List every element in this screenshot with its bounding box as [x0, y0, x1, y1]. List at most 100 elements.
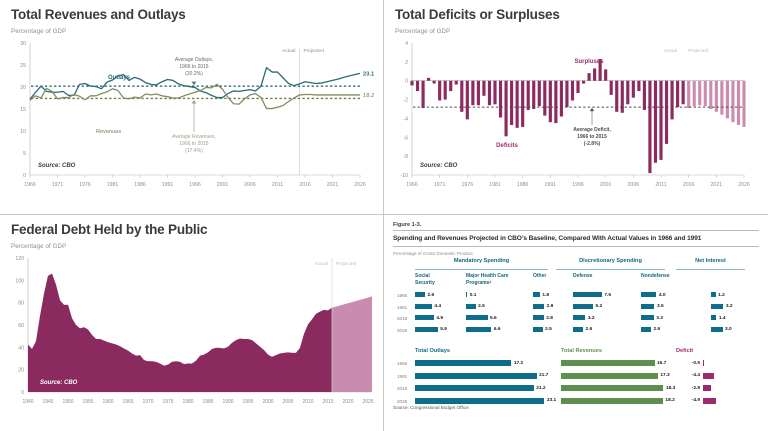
bar-value-label: 3.3	[656, 315, 663, 321]
annotation-arrow-outlays	[191, 81, 197, 86]
y-tick-label: 15	[20, 107, 26, 113]
y-tick-label: 5	[23, 151, 26, 157]
bar	[709, 80, 713, 109]
bar-value-label: 4.0	[658, 292, 666, 298]
x-tick-label: 1981	[107, 182, 119, 188]
bar	[432, 80, 436, 84]
bar-total-revenues-1991	[561, 372, 658, 379]
bar-total-outlays-1966	[415, 360, 512, 366]
total-outlays-value: 23.1	[546, 398, 557, 404]
x-tick-label: 1945	[42, 399, 53, 405]
figure-source: Source: Congressional Budget Office.	[393, 405, 470, 410]
bar-value-label: 3.2	[587, 315, 595, 321]
bar	[570, 80, 575, 101]
bar-total-revenues-2016	[561, 385, 664, 391]
deficit-value: -0.5	[691, 360, 700, 366]
bar-nondefense-2016	[641, 315, 654, 320]
y-tick-label: 4	[405, 41, 408, 47]
y-tick-label: 20	[20, 85, 26, 91]
panel-federal-debt-held-by-the-public: Federal Debt Held by the Public Percenta…	[0, 215, 384, 431]
figure-headline: Spending and Revenues Projected in CBO’s…	[393, 235, 702, 242]
bar	[598, 59, 602, 81]
panel-title-deficits: Total Deficits or Surpluses	[395, 7, 560, 22]
y-tick-label: 30	[20, 41, 26, 47]
bar	[593, 68, 597, 81]
x-tick-label: 2016	[683, 182, 695, 188]
series-label-outlays: Outlays	[108, 75, 131, 81]
bar-other-2016	[533, 315, 544, 320]
actual-label: Actual	[315, 261, 328, 267]
x-tick-label: 1991	[545, 182, 557, 188]
row-year-label: 2016	[397, 316, 408, 321]
annotation-avg-revenues: Average Revenues,	[172, 134, 216, 140]
bar	[731, 80, 735, 123]
bar-value-label: 2.6	[427, 292, 435, 298]
totals-row-year-label: 1991	[397, 373, 408, 379]
end-value-outlays: 23.1	[363, 71, 375, 77]
bar	[559, 80, 563, 117]
bar	[471, 80, 475, 106]
totals-header-deficit: Deficit	[676, 348, 694, 354]
figure-number: Figure 1-3.	[393, 222, 422, 228]
bar	[581, 80, 586, 84]
x-tick-label: 1981	[489, 182, 501, 188]
bar-total-outlays-1991	[415, 372, 537, 379]
bar	[515, 80, 519, 128]
bar-major-health-care-programs--1991	[466, 303, 476, 309]
x-tick-label: 1976	[462, 182, 474, 188]
actual-label: Actual	[282, 48, 295, 54]
total-revenues-value: 17.3	[660, 373, 670, 379]
x-tick-label: 2005	[282, 399, 293, 405]
y-tick-label: -10	[401, 173, 409, 179]
y-tick-label: 100	[15, 278, 24, 284]
column-header-3: Defense	[573, 273, 593, 279]
bar-value-label: 5.6	[490, 315, 497, 321]
bar	[438, 80, 442, 101]
bar	[714, 80, 718, 112]
group-rule-1	[556, 269, 665, 270]
bar-other-1991	[533, 303, 545, 309]
bar	[510, 80, 514, 126]
bar	[454, 80, 458, 85]
bar-total-revenues-1966	[561, 360, 655, 366]
x-tick-label: 2026	[738, 182, 750, 188]
y-tick-label: 120	[15, 256, 24, 262]
x-tick-label: 2001	[600, 182, 612, 188]
bar	[526, 80, 530, 110]
total-revenues-value: 16.7	[657, 360, 667, 366]
x-tick-label: 2026	[354, 182, 366, 188]
bar	[736, 80, 741, 126]
column-header-0: Social Security	[415, 273, 435, 286]
bar-defense-1991	[573, 303, 593, 309]
bar	[443, 80, 447, 100]
bar	[537, 80, 541, 107]
chart-svg-debt: 0 20 40 60 80 100 120 1940 1945 1950 1955 1960 1965 1…	[15, 256, 373, 405]
bar-total-revenues-2026	[561, 397, 663, 404]
y-tick-label: 20	[18, 368, 24, 374]
x-tick-label: 2001	[217, 182, 229, 188]
y-tick-label: 80	[18, 301, 24, 307]
bar	[609, 80, 613, 95]
bar-major-health-care-programs--2026	[466, 326, 492, 332]
bar	[415, 80, 420, 92]
totals-row-year-label: 1966	[397, 361, 408, 366]
figure-body: Mandatory Spending Discretionary Spending…	[393, 256, 759, 404]
bar-value-label: 3.0	[725, 327, 732, 332]
x-tick-label: 2000	[262, 399, 273, 405]
panel-title-debt: Federal Debt Held by the Public	[11, 222, 208, 237]
column-header-2: Other	[533, 273, 547, 279]
projected-label: Projected	[336, 261, 357, 267]
chart-deficits: 4 2 0 -2 -4 -6 -8 -10 1966 1971 1976 1981 1986 1991 19…	[384, 35, 768, 205]
x-tick-label: 1966	[24, 182, 36, 188]
series-label-revenues: Revenues	[96, 129, 121, 135]
bar	[604, 69, 608, 81]
x-tick-label: 1980	[182, 399, 193, 405]
bar	[421, 80, 425, 109]
y-tick-label: -8	[403, 154, 408, 160]
bar-nondefense-2026	[641, 326, 651, 332]
bar-value-label: 6.6	[493, 327, 501, 332]
actual-label: Actual	[664, 48, 677, 54]
bar-net-interest-1991	[711, 303, 724, 309]
chart-revenues-outlays: 0 5 10 15 20 25 30 1966 1971 1976 1981 1986 1991 1996…	[0, 35, 383, 205]
